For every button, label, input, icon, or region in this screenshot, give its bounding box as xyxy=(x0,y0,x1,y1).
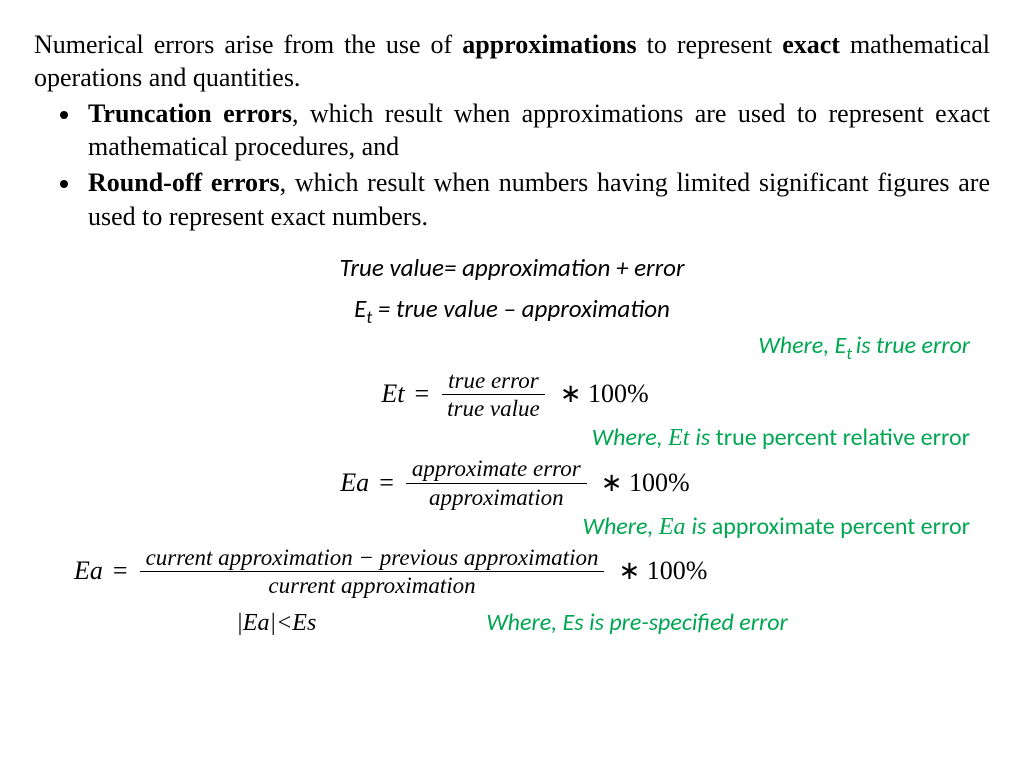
intro-paragraph: Numerical errors arise from the use of a… xyxy=(34,28,990,95)
bullet-bold: Truncation errors xyxy=(88,99,292,128)
fraction-numerator: true error xyxy=(442,368,545,395)
intro-text-pre: Numerical errors arise from the use of xyxy=(34,30,462,59)
note-var: Ea xyxy=(659,514,692,540)
note-et-true-error: Where, Et is true error xyxy=(34,331,990,364)
note-pre: Where, xyxy=(583,512,659,541)
note-var: Et xyxy=(668,425,695,451)
eq-equals: = xyxy=(379,469,394,498)
note-mid: is xyxy=(692,512,712,541)
eq-body: = true value – approximation xyxy=(372,293,670,324)
list-item: Truncation errors, which result when app… xyxy=(82,97,990,165)
note-pre: Where, E xyxy=(758,331,846,360)
equation-et-percent: Et = true error true value ∗ 100% xyxy=(34,368,990,422)
note-plain: true percent relative error xyxy=(716,423,970,452)
eq-tail: ∗ 100% xyxy=(560,380,649,409)
fraction-denominator: true value xyxy=(441,395,546,421)
note-es: Where, Es is pre-specified error xyxy=(486,608,787,637)
note-plain: approximate percent error xyxy=(712,512,970,541)
note-sub: t xyxy=(846,343,855,364)
eq-lhs: Ea xyxy=(74,557,103,586)
fraction: approximate error approximation xyxy=(406,456,587,510)
fraction-numerator: approximate error xyxy=(406,456,587,483)
stopping-criterion-row: |Ea|<Es Where, Es is pre-specified error xyxy=(34,608,990,637)
intro-bold-2: exact xyxy=(782,30,840,59)
eq-equals: = xyxy=(414,380,429,409)
fraction: current approximation − previous approxi… xyxy=(140,545,605,599)
eq-equals: = xyxy=(113,557,128,586)
equation-true-value: True value= approximation + error xyxy=(34,252,990,283)
intro-bold-1: approximations xyxy=(462,30,636,59)
eq-tail: ∗ 100% xyxy=(601,469,690,498)
equation-ea-percent: Ea = approximate error approximation ∗ 1… xyxy=(34,456,990,510)
bullet-bold: Round-off errors xyxy=(88,168,280,197)
fraction-denominator: approximation xyxy=(423,484,570,510)
fraction: true error true value xyxy=(441,368,546,422)
fraction-denominator: current approximation xyxy=(262,572,481,598)
fraction-numerator: current approximation − previous approxi… xyxy=(140,545,605,572)
note-et-percent: Where, Et is true percent relative error xyxy=(34,423,990,452)
bullet-list: Truncation errors, which result when app… xyxy=(34,97,990,234)
eq-lhs: Et xyxy=(381,380,404,409)
stopping-criterion: |Ea|<Es xyxy=(236,610,316,637)
eq-tail: ∗ 100% xyxy=(618,557,707,586)
eq-symbol: E xyxy=(354,293,366,324)
equation-et-def: Et = true value – approximation xyxy=(34,293,990,329)
note-post: is true error xyxy=(856,331,970,360)
note-pre: Where, xyxy=(592,423,668,452)
list-item: Round-off errors, which result when numb… xyxy=(82,166,990,234)
intro-text-mid: to represent xyxy=(637,30,783,59)
slide-page: Numerical errors arise from the use of a… xyxy=(0,0,1024,647)
note-mid: is xyxy=(695,423,715,452)
note-ea-percent: Where, Ea is approximate percent error xyxy=(34,512,990,541)
eq-lhs: Ea xyxy=(340,469,369,498)
equation-ea-iterative: Ea = current approximation − previous ap… xyxy=(34,545,990,599)
